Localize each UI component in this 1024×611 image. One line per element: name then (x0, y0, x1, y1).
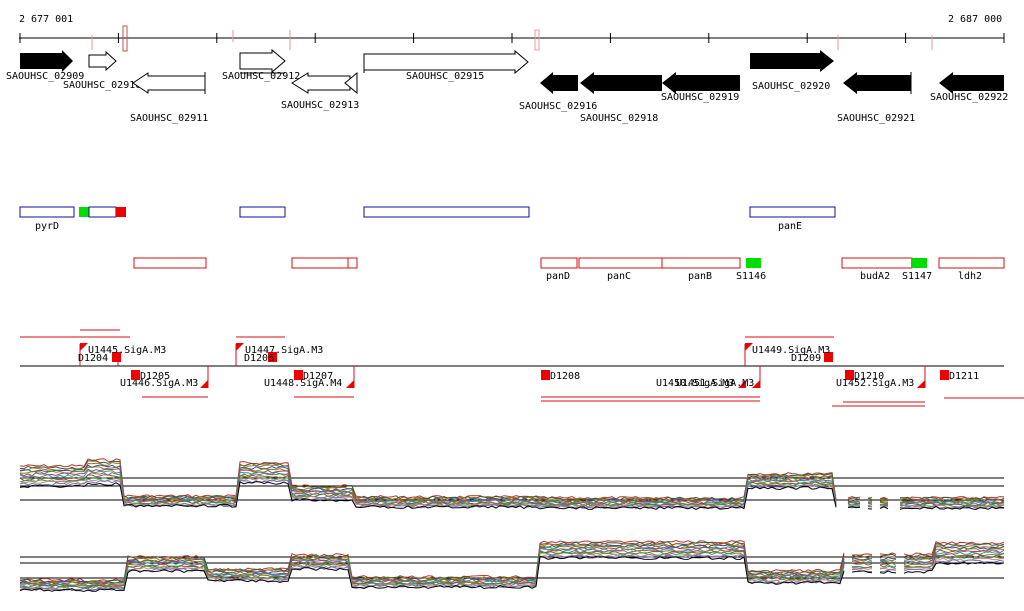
gene-arrow[interactable] (132, 72, 206, 94)
d-feature-label: D1206 (244, 353, 274, 364)
green-marker[interactable] (746, 258, 761, 268)
gene-arrow[interactable] (291, 72, 351, 94)
ruler-marker (122, 25, 128, 52)
operon-box[interactable] (88, 206, 117, 218)
expression-track-bottom (19, 539, 1005, 592)
d-feature-label: D1207 (303, 371, 333, 382)
gene-label: SAOUHSC_02913 (281, 100, 359, 111)
promoter-label: U1448.SigA.M4 (264, 378, 342, 389)
feature-track: U1445.SigA.M3 U1446.SigA.M3 U1447.SigA.M… (20, 329, 1024, 407)
d-feature-marker[interactable] (294, 370, 303, 380)
gene-arrow[interactable] (750, 50, 834, 72)
gene-name-label: S1147 (902, 271, 932, 282)
operon-box[interactable] (363, 206, 530, 218)
d-feature-label: D1208 (550, 371, 580, 382)
d-feature-marker[interactable] (940, 370, 949, 380)
d-feature-marker[interactable] (268, 352, 277, 362)
ruler-marker (534, 29, 540, 51)
d-feature-marker[interactable] (845, 370, 854, 380)
gene-name-label: panB (688, 271, 712, 282)
gene-box[interactable] (347, 257, 358, 269)
promoter-label: U1451.SigA.M3 (676, 378, 754, 389)
gene-box[interactable] (578, 257, 663, 269)
d-feature-marker[interactable] (131, 370, 140, 380)
gene-label: SAOUHSC_02919 (661, 92, 739, 103)
promoter-label: U1446.SigA.M3 (120, 378, 198, 389)
promoter-label: U1445.SigA.M3 (88, 345, 166, 356)
gene-label: SAOUHSC_02909 (6, 71, 84, 82)
d-feature-label: D1204 (78, 353, 108, 364)
operon-box[interactable] (749, 206, 836, 218)
promoter-label: U1449.SigA.M3 (752, 345, 830, 356)
gene-name-label: ldh2 (958, 271, 982, 282)
gene-name-label: panD (546, 271, 570, 282)
d-feature-label: D1211 (949, 371, 979, 382)
operon-track: pyrD panE (19, 206, 836, 232)
promoter-label: U1447.SigA.M3 (245, 345, 323, 356)
gene-name-label: panC (607, 271, 631, 282)
gene-label: SAOUHSC_02921 (837, 113, 915, 124)
green-marker[interactable] (911, 258, 927, 268)
d-feature-marker[interactable] (112, 352, 121, 362)
operon-label: panE (778, 221, 802, 232)
promoter-label: U1452.SigA.M3 (836, 378, 914, 389)
gene-label: SAOUHSC_02912 (222, 71, 300, 82)
gene-name-label: budA2 (860, 271, 890, 282)
gene-box[interactable] (841, 257, 913, 269)
gene-label: SAOUHSC_02910 (63, 80, 141, 91)
operon-box[interactable] (19, 206, 75, 218)
gene-label: SAOUHSC_02916 (519, 101, 597, 112)
gene-name-label: S1146 (736, 271, 766, 282)
green-marker[interactable] (79, 207, 89, 217)
promoter-label: U1450.SigA.M3 (656, 378, 734, 389)
gene-arrow[interactable] (939, 72, 1004, 94)
gene-label: SAOUHSC_02911 (130, 113, 208, 124)
gene-label: SAOUHSC_02920 (752, 81, 830, 92)
coordinate-ruler: 2 677 001 2 687 000 (19, 14, 1005, 52)
gene-name-track: panD panC panB S1146 budA2 S1147 ldh2 (133, 257, 1005, 282)
expression-track-top (19, 458, 1005, 511)
gene-box[interactable] (938, 257, 1005, 269)
gene-arrow[interactable] (88, 50, 117, 72)
gene-box[interactable] (540, 257, 578, 269)
gene-box[interactable] (133, 257, 207, 269)
red-marker[interactable] (116, 207, 126, 217)
gene-label: SAOUHSC_02918 (580, 113, 658, 124)
gene-box[interactable] (291, 257, 349, 269)
d-feature-label: D1210 (854, 371, 884, 382)
gene-arrow[interactable] (580, 72, 662, 94)
gene-label: SAOUHSC_02922 (930, 92, 1008, 103)
gene-track: SAOUHSC_02909 SAOUHSC_02910 SAOUHSC_0291… (6, 48, 1008, 124)
gene-arrow[interactable] (540, 72, 578, 94)
d-feature-marker[interactable] (541, 370, 550, 380)
gene-label: SAOUHSC_02915 (406, 71, 484, 82)
gene-box[interactable] (661, 257, 741, 269)
gene-arrow[interactable] (363, 49, 529, 75)
gene-arrow[interactable] (843, 72, 911, 94)
gene-arrow[interactable] (662, 72, 740, 94)
ruler-start-label: 2 677 001 (19, 14, 73, 25)
gene-arrow[interactable] (239, 48, 286, 74)
d-feature-marker[interactable] (824, 352, 833, 362)
d-feature-label: D1209 (791, 353, 821, 364)
operon-label: pyrD (35, 221, 59, 232)
d-feature-label: D1205 (140, 371, 170, 382)
operon-box[interactable] (239, 206, 286, 218)
ruler-end-label: 2 687 000 (948, 14, 1002, 25)
gene-arrow[interactable] (20, 50, 73, 72)
